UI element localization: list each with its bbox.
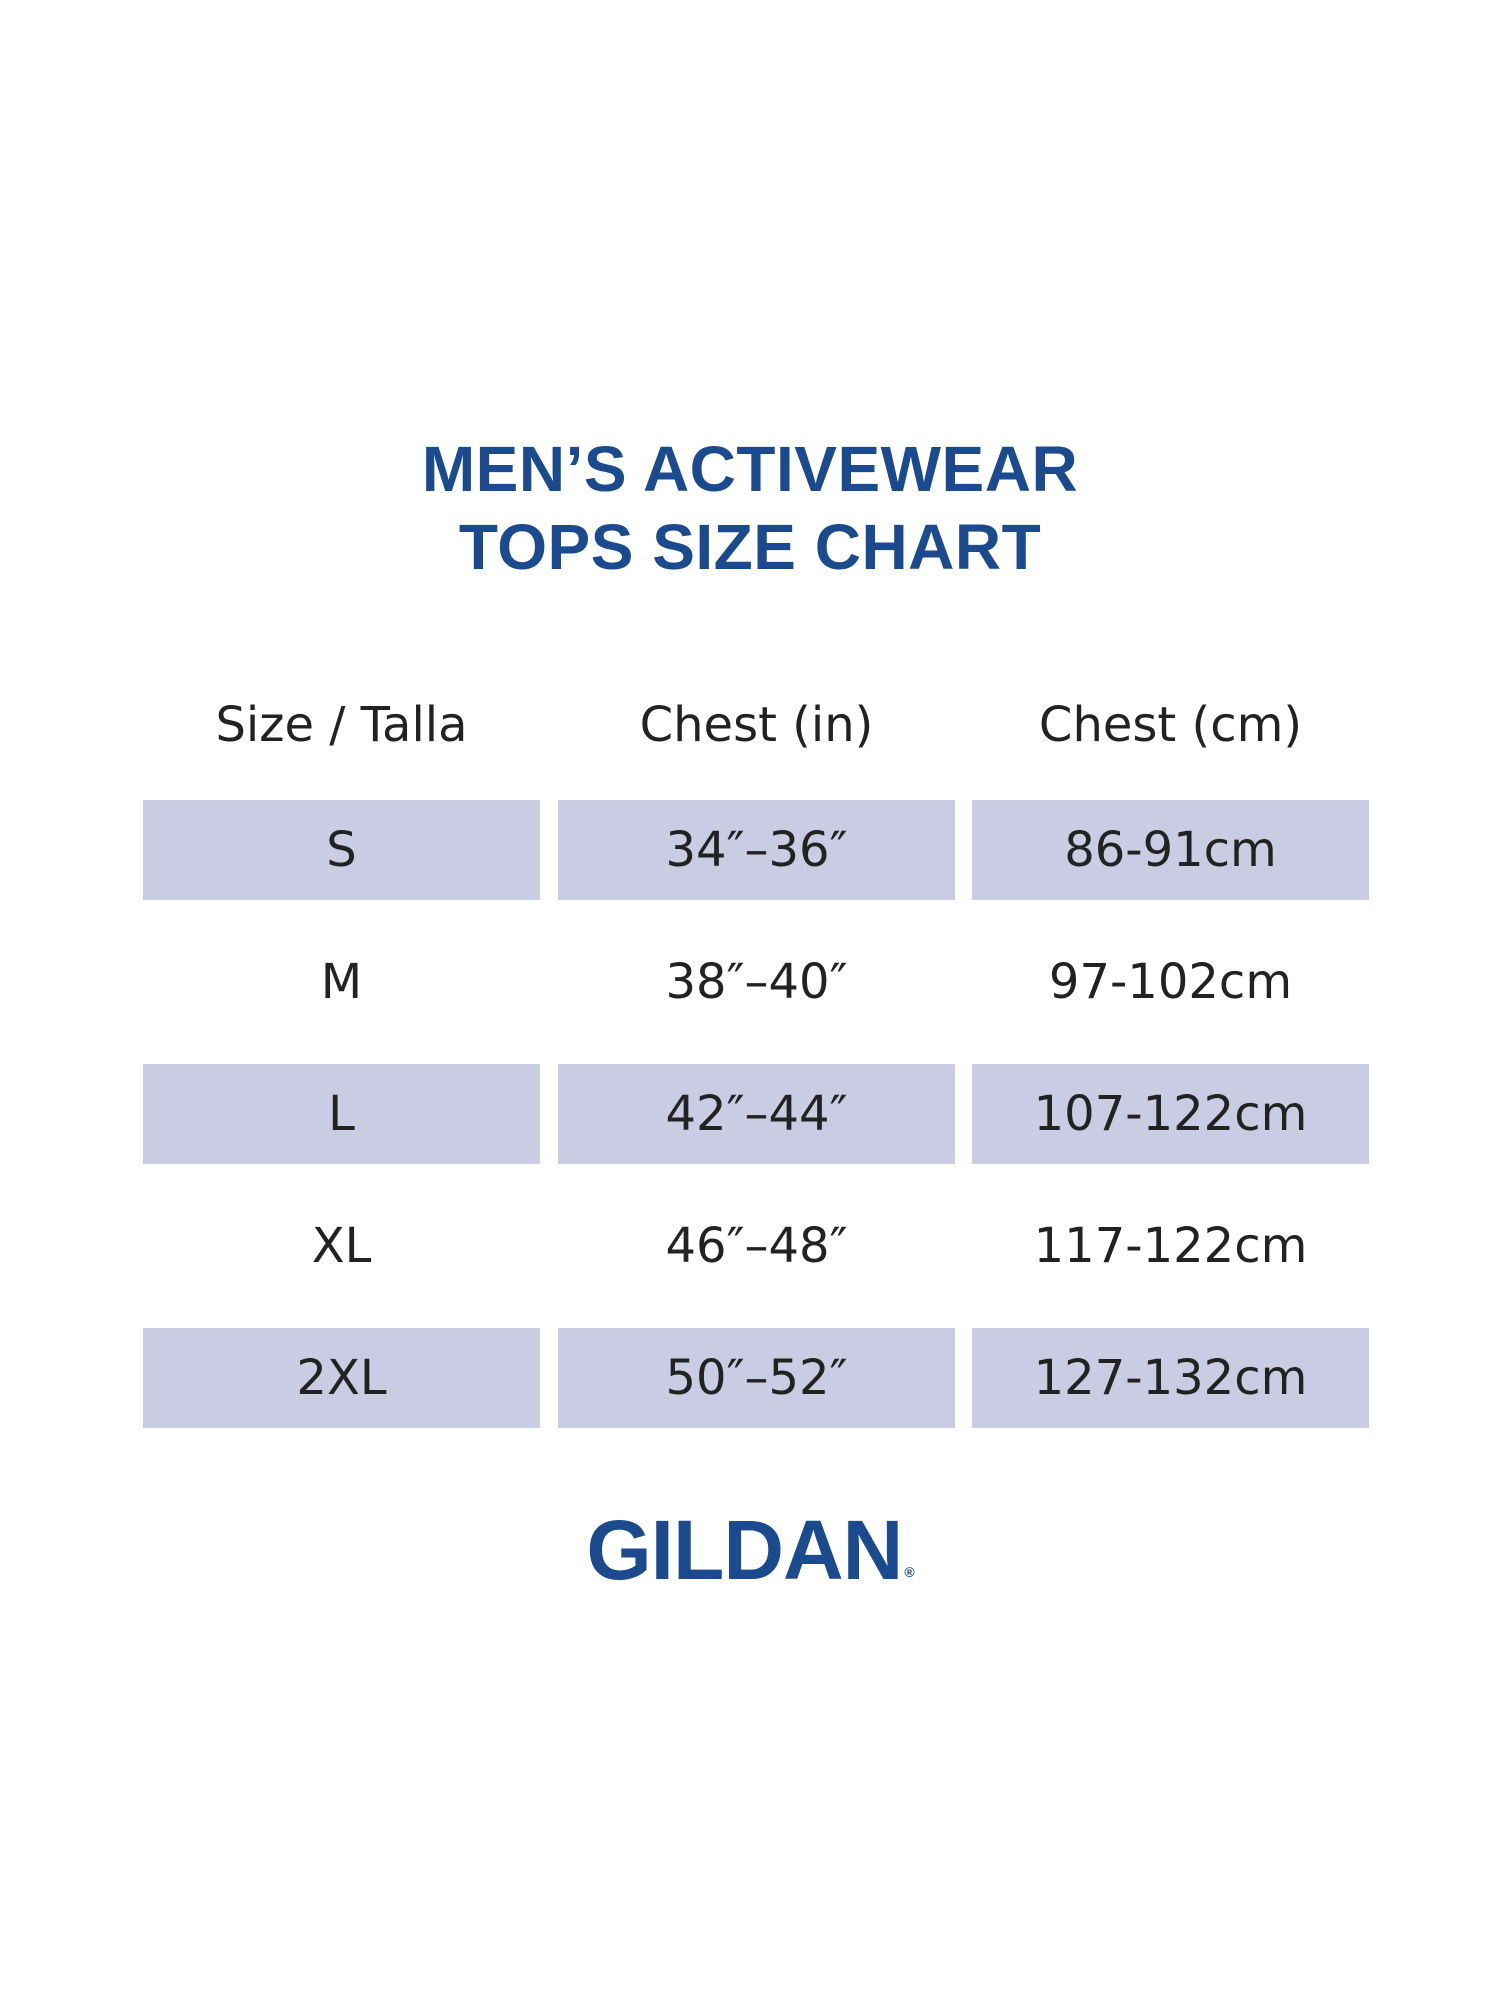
cell-chest-cm: 97-102cm — [1048, 954, 1293, 1010]
chart-title-line-1: MEN’S ACTIVEWEAR — [421, 433, 1079, 505]
header-chest-in: Chest (in) — [639, 697, 874, 753]
cell-chest-in: 42″–44″ — [558, 1064, 955, 1164]
cell-size: XL — [311, 1218, 372, 1274]
cell-size: M — [320, 954, 363, 1010]
cell-chest-cm: 117-122cm — [1033, 1218, 1308, 1274]
cell-size: 2XL — [143, 1328, 540, 1428]
cell-size: S — [143, 800, 540, 900]
cell-chest-cm: 107-122cm — [972, 1064, 1369, 1164]
header-chest-cm: Chest (cm) — [1038, 697, 1303, 753]
cell-chest-in: 46″–48″ — [665, 1218, 848, 1274]
cell-chest-in: 50″–52″ — [558, 1328, 955, 1428]
chart-title-line-2: TOPS SIZE CHART — [458, 511, 1042, 583]
logo-text: GILDAN — [586, 1503, 903, 1597]
cell-chest-in: 38″–40″ — [665, 954, 848, 1010]
cell-chest-cm: 86-91cm — [972, 800, 1369, 900]
cell-chest-cm: 127-132cm — [972, 1328, 1369, 1428]
chart-title: MEN’S ACTIVEWEAR TOPS SIZE CHART — [0, 430, 1500, 586]
gildan-logo: GILDAN ® — [0, 1500, 1500, 1600]
registered-mark: ® — [904, 1564, 914, 1580]
cell-chest-in: 34″–36″ — [558, 800, 955, 900]
header-size: Size / Talla — [215, 697, 468, 753]
cell-size: L — [143, 1064, 540, 1164]
